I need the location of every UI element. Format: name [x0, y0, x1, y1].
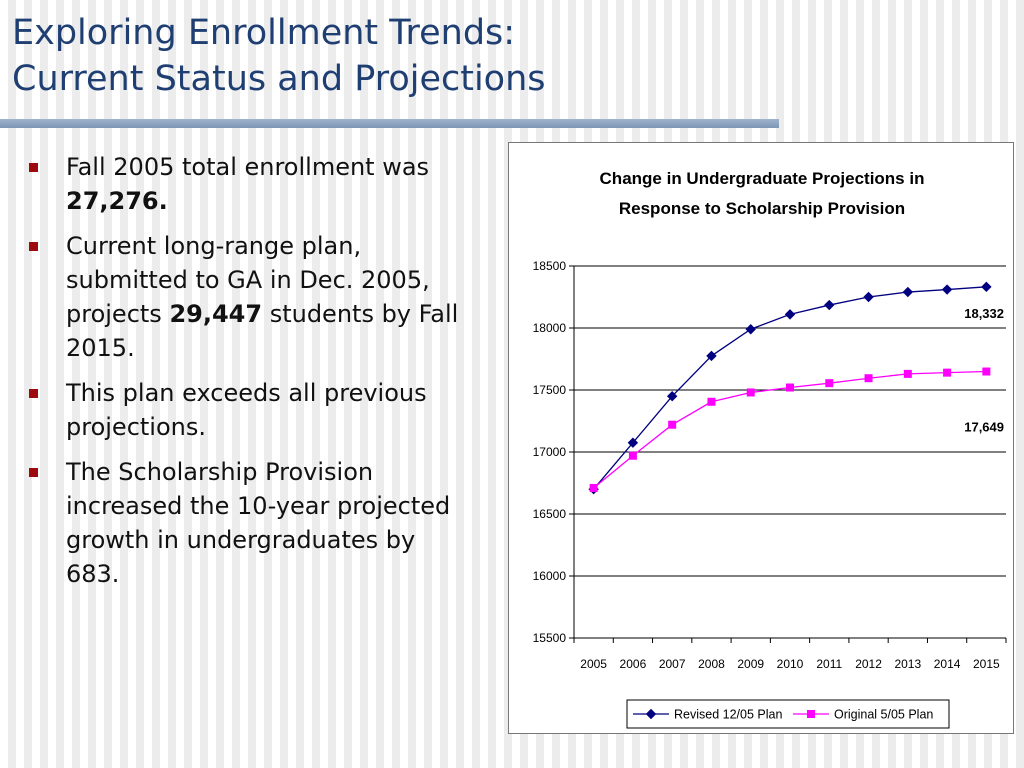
chart-canvas: Change in Undergraduate Projections in R… — [533, 169, 1007, 729]
chart-legend: Revised 12/05 Plan Original 5/05 Plan — [626, 699, 950, 729]
chart-title-line-1: Change in Undergraduate Projections in — [600, 169, 925, 188]
y-tick-label: 16000 — [533, 569, 567, 583]
x-tick-label: 2010 — [777, 657, 804, 671]
y-tick-label: 16500 — [533, 507, 567, 521]
x-tick-label: 2007 — [659, 657, 686, 671]
diamond-data-point — [745, 324, 756, 335]
legend-box — [626, 699, 950, 729]
series-end-label: 18,332 — [964, 306, 1004, 321]
title-divider — [0, 119, 779, 128]
legend-diamond-icon — [645, 708, 657, 720]
y-tick-label: 18000 — [533, 321, 567, 335]
x-tick-label: 2011 — [816, 657, 842, 671]
square-data-point — [903, 369, 912, 378]
axes: 15500 16000 16500 17000 17500 18000 18500 2005 2… — [533, 259, 1007, 671]
square-data-point — [668, 420, 677, 429]
square-data-point — [982, 367, 991, 376]
y-tick-label: 17000 — [533, 445, 567, 459]
square-data-point — [589, 483, 598, 492]
diamond-data-point — [902, 286, 914, 298]
legend-label: Revised 12/05 Plan — [674, 708, 782, 722]
series-end-label: 17,649 — [964, 420, 1004, 435]
bullet-text: This plan exceeds all previous projectio… — [66, 379, 427, 441]
diamond-data-point — [863, 291, 874, 303]
square-data-point — [707, 397, 716, 406]
bullet-item: Fall 2005 total enrollment was 27,276. — [22, 150, 462, 218]
x-tick-label: 2014 — [934, 657, 961, 671]
bullet-highlight: 29,447 — [169, 300, 263, 328]
bullet-text: Fall 2005 total enrollment was — [66, 153, 430, 181]
x-tick-label: 2006 — [620, 657, 647, 671]
bullet-text: The Scholarship Provision increased the … — [66, 458, 451, 588]
y-tick-label: 15500 — [533, 631, 567, 645]
bullet-marker-icon — [29, 163, 38, 172]
diamond-data-point — [981, 281, 992, 293]
square-data-point — [746, 388, 755, 397]
enrollment-chart: Change in Undergraduate Projections in R… — [508, 142, 1014, 734]
gridlines — [574, 265, 1006, 639]
diamond-data-point — [706, 350, 717, 362]
diamond-data-point — [627, 437, 639, 448]
data-labels: 18,332 17,649 — [964, 306, 1004, 435]
diamond-data-point — [784, 309, 796, 320]
x-tick-label: 2012 — [855, 657, 882, 671]
bullet-highlight: 27,276. — [66, 187, 168, 215]
y-tick-label: 17500 — [533, 383, 567, 397]
legend-square-icon — [807, 710, 815, 718]
bullet-marker-icon — [29, 468, 38, 477]
bullet-item: This plan exceeds all previous projectio… — [22, 376, 462, 444]
bullet-text-tail: students by Fall 2015. — [66, 300, 459, 362]
bullet-item: Current long-range plan, submitted to GA… — [22, 229, 462, 365]
slide-title-line-1: Exploring Enrollment Trends: — [12, 13, 516, 53]
square-data-point — [628, 451, 637, 460]
bullet-text: Current long-range plan, submitted to GA… — [66, 232, 430, 328]
square-data-point — [825, 379, 834, 388]
diamond-data-point — [824, 299, 835, 311]
square-data-point — [943, 368, 952, 377]
slide-title-line-2: Current Status and Projections — [12, 59, 546, 99]
diamond-data-point — [666, 390, 678, 402]
diamond-data-point — [941, 284, 953, 295]
x-tick-label: 2013 — [894, 657, 921, 671]
bullet-list: Fall 2005 total enrollment was 27,276. C… — [22, 150, 462, 602]
legend-label: Original 5/05 Plan — [834, 708, 933, 722]
chart-title-line-2: Response to Scholarship Provision — [619, 199, 905, 218]
x-tick-label: 2008 — [698, 657, 725, 671]
slide-title: Exploring Enrollment Trends: Current Sta… — [12, 10, 546, 102]
square-data-point — [864, 374, 873, 383]
x-tick-label: 2015 — [973, 657, 1000, 671]
square-data-point — [786, 383, 794, 392]
bullet-marker-icon — [29, 389, 38, 398]
bullet-item: The Scholarship Provision increased the … — [22, 455, 462, 591]
x-tick-label: 2005 — [580, 657, 607, 671]
y-tick-label: 18500 — [533, 259, 567, 273]
x-tick-label: 2009 — [737, 657, 764, 671]
bullet-marker-icon — [29, 242, 38, 251]
data-series — [588, 281, 992, 495]
